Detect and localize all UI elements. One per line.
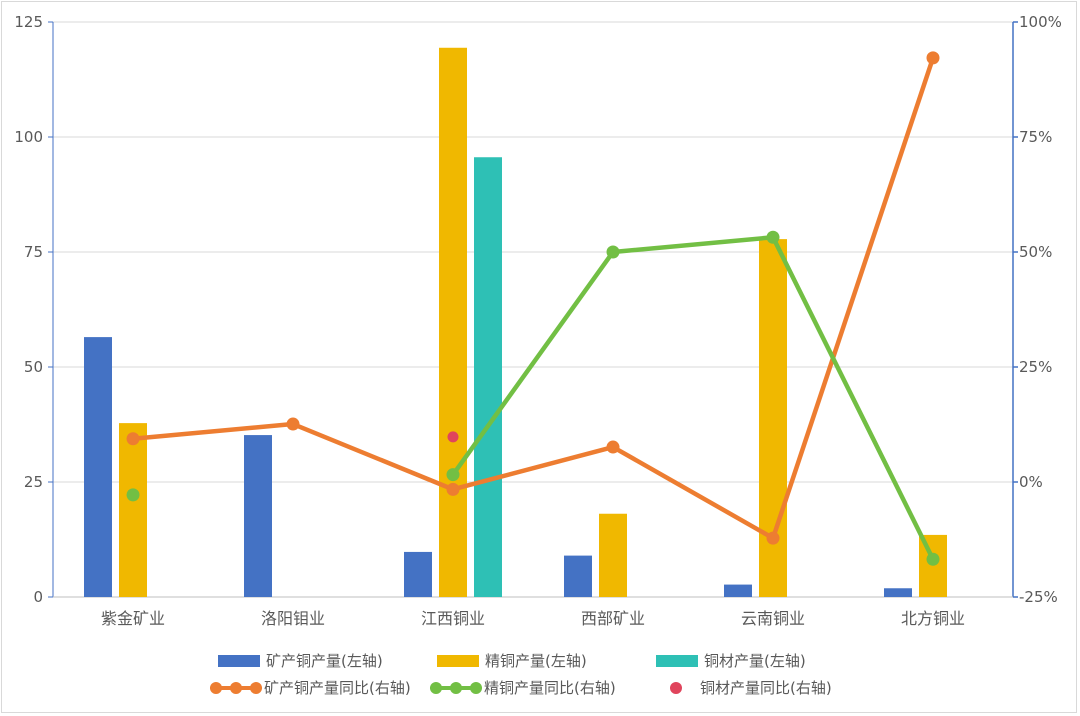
x-tick-label: 云南铜业 xyxy=(741,609,805,628)
legend-item-refined-copper: 精铜产量(左轴) xyxy=(437,650,587,671)
data-point xyxy=(766,230,780,244)
bar xyxy=(404,551,432,597)
bar xyxy=(119,423,147,597)
bar xyxy=(884,588,912,597)
x-tick-label: 西部矿业 xyxy=(581,609,645,628)
bar xyxy=(564,555,592,597)
data-point xyxy=(606,245,620,259)
right-tick-label: 75% xyxy=(1019,128,1052,146)
data-point xyxy=(926,552,940,566)
data-point xyxy=(606,440,620,454)
points xyxy=(126,51,940,566)
bars xyxy=(84,47,947,598)
series-line xyxy=(130,55,936,541)
legend-item-refined-copper-yoy: 精铜产量同比(右轴) xyxy=(430,677,616,698)
data-point xyxy=(126,432,140,446)
bar xyxy=(439,47,467,597)
legend-item-copper-products: 铜材产量(左轴) xyxy=(656,650,806,671)
legend-swatch xyxy=(670,681,682,694)
data-point xyxy=(446,482,460,496)
right-tick-label: 50% xyxy=(1019,243,1052,261)
left-tick-label: 125 xyxy=(14,13,43,31)
legend-label: 精铜产量同比(右轴) xyxy=(484,679,616,697)
legend-label: 矿产铜产量同比(右轴) xyxy=(264,679,411,697)
x-tick-label: 紫金矿业 xyxy=(101,609,165,628)
legend-swatch xyxy=(430,681,482,695)
legend-label: 铜材产量(左轴) xyxy=(704,652,806,670)
right-tick-label: 0% xyxy=(1019,473,1043,491)
bar xyxy=(84,337,112,597)
data-point xyxy=(447,431,459,443)
left-tick-label: 50 xyxy=(24,358,43,376)
x-tick-label: 江西铜业 xyxy=(421,609,485,628)
legend-item-mine-copper: 矿产铜产量(左轴) xyxy=(218,650,383,671)
bar xyxy=(244,435,272,597)
legend-item-mine-copper-yoy: 矿产铜产量同比(右轴) xyxy=(210,677,411,698)
data-point xyxy=(126,488,140,502)
legend-swatch xyxy=(218,654,260,667)
right-tick-label: 100% xyxy=(1019,13,1062,31)
left-tick-label: 0 xyxy=(33,588,43,606)
data-point xyxy=(766,531,780,545)
legend-swatch xyxy=(656,654,698,667)
legend-swatch xyxy=(210,681,262,695)
axes xyxy=(52,22,1014,598)
gridlines xyxy=(53,21,1013,483)
data-point xyxy=(286,417,300,431)
series-line xyxy=(450,235,936,562)
legend-label: 铜材产量同比(右轴) xyxy=(700,679,832,697)
legend-label: 精铜产量(左轴) xyxy=(485,652,587,670)
tick-labels: 0 -25% 25 0% 50 25% 75 50% 100 75% 125 100% 紫金矿业 洛阳钼业… xyxy=(14,13,1062,628)
right-tick-label: 25% xyxy=(1019,358,1052,376)
left-tick-label: 75 xyxy=(24,243,43,261)
bar xyxy=(599,513,627,597)
legend-swatch xyxy=(437,654,479,667)
legend-item-copper-products-yoy: 铜材产量同比(右轴) xyxy=(656,677,832,698)
combo-chart: 0 -25% 25 0% 50 25% 75 50% 100 75% 125 100% 紫金矿业 洛阳钼业… xyxy=(14,13,1062,628)
legend: 矿产铜产量(左轴) 精铜产量(左轴) 铜材产量(左轴) 矿产铜产量同比(右轴) … xyxy=(0,648,1080,704)
right-tick-label: -25% xyxy=(1019,588,1058,606)
x-tick-label: 洛阳钼业 xyxy=(261,609,325,628)
data-point xyxy=(926,51,940,65)
bar xyxy=(474,157,502,598)
left-tick-label: 25 xyxy=(24,473,43,491)
left-tick-label: 100 xyxy=(14,128,43,146)
lines xyxy=(130,55,936,562)
bar xyxy=(724,584,752,597)
x-tick-label: 北方铜业 xyxy=(901,609,965,628)
legend-label: 矿产铜产量(左轴) xyxy=(266,652,383,670)
data-point xyxy=(446,468,460,482)
